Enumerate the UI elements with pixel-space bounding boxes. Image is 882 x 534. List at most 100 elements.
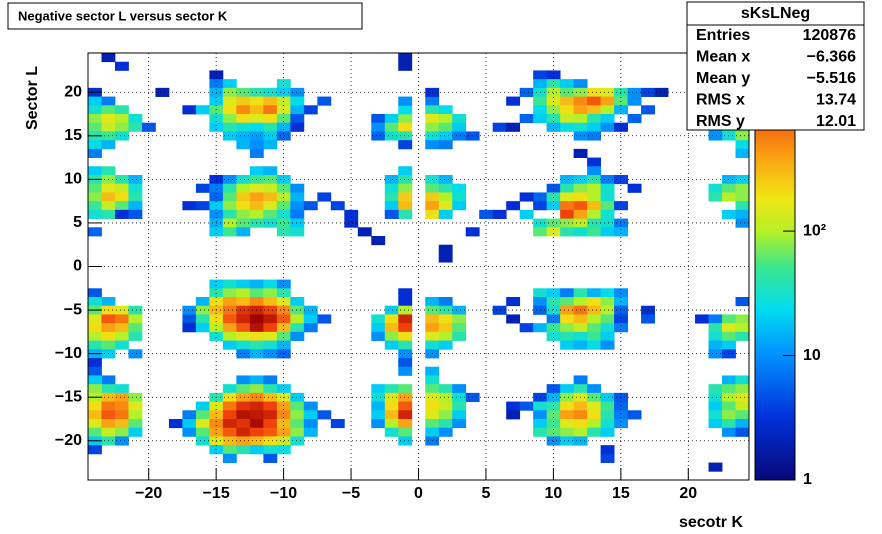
cell xyxy=(88,323,102,333)
cell xyxy=(249,401,264,411)
cell xyxy=(587,201,602,211)
cell xyxy=(222,340,237,350)
cell xyxy=(290,392,305,402)
cell xyxy=(506,201,521,211)
cell xyxy=(533,410,548,420)
cell xyxy=(195,201,210,211)
stats-value: −5.516 xyxy=(807,70,856,87)
cell xyxy=(398,53,413,63)
cell xyxy=(236,279,251,289)
cell xyxy=(128,410,143,420)
cell xyxy=(249,96,264,106)
cell xyxy=(128,183,143,193)
cell xyxy=(425,183,440,193)
cell xyxy=(276,114,291,124)
cell xyxy=(452,122,467,132)
cell xyxy=(249,183,264,193)
cell xyxy=(371,122,386,132)
cell xyxy=(263,445,278,455)
cell xyxy=(398,61,413,71)
cell xyxy=(398,175,413,185)
cell xyxy=(438,114,453,124)
cell xyxy=(182,410,197,420)
cell xyxy=(722,419,736,429)
cell xyxy=(195,183,210,193)
cell xyxy=(222,105,237,115)
cell xyxy=(114,392,129,402)
cell xyxy=(600,427,615,437)
cell xyxy=(614,419,628,429)
cell xyxy=(573,105,588,115)
cell xyxy=(560,192,575,202)
cell xyxy=(303,401,318,411)
cell xyxy=(438,183,453,193)
cell xyxy=(438,297,453,307)
cell xyxy=(735,140,750,150)
cell xyxy=(587,331,602,341)
cell xyxy=(88,427,102,437)
cell xyxy=(614,122,628,132)
stats-value: −6.366 xyxy=(807,49,856,66)
cell xyxy=(182,323,197,333)
cell xyxy=(128,314,143,324)
y-tick-label: 5 xyxy=(73,214,82,231)
cell xyxy=(438,209,453,219)
cell xyxy=(735,427,750,437)
cell xyxy=(195,297,210,307)
cell xyxy=(371,401,386,411)
cell xyxy=(128,175,143,185)
cell xyxy=(708,131,723,141)
cell xyxy=(182,105,197,115)
cell xyxy=(371,323,386,333)
cell xyxy=(276,279,291,289)
cell xyxy=(573,114,588,124)
cell xyxy=(573,209,588,219)
cell xyxy=(114,122,129,132)
cell xyxy=(398,401,413,411)
cell xyxy=(114,131,129,141)
cell xyxy=(560,175,575,185)
cell xyxy=(209,122,224,132)
cell xyxy=(600,323,615,333)
cell xyxy=(452,410,467,420)
cell xyxy=(438,175,453,185)
cell xyxy=(114,314,129,324)
cell xyxy=(88,105,102,115)
cell xyxy=(627,96,642,106)
cell xyxy=(303,419,318,429)
cell xyxy=(641,314,655,324)
cell xyxy=(384,384,399,394)
cell xyxy=(398,358,413,368)
cell xyxy=(384,401,399,411)
cell xyxy=(290,105,305,115)
cell xyxy=(425,331,440,341)
cell xyxy=(722,314,736,324)
cell xyxy=(195,410,210,420)
y-tick-label: −15 xyxy=(55,388,82,405)
cell xyxy=(101,375,116,385)
cell xyxy=(276,218,291,228)
cell xyxy=(560,427,575,437)
cell xyxy=(708,419,723,429)
cell xyxy=(708,384,723,394)
cell xyxy=(263,209,278,219)
cell xyxy=(438,401,453,411)
cell xyxy=(600,453,615,463)
cell xyxy=(654,87,669,97)
cell xyxy=(222,122,237,132)
cell xyxy=(101,410,116,420)
cell xyxy=(452,331,467,341)
cell xyxy=(533,323,548,333)
cell xyxy=(600,183,615,193)
cell xyxy=(438,253,453,263)
cell xyxy=(222,175,237,185)
cell xyxy=(249,331,264,341)
cell xyxy=(88,340,102,350)
cell xyxy=(546,218,561,228)
cell xyxy=(533,114,548,124)
cell xyxy=(384,305,399,315)
cell xyxy=(222,131,237,141)
cell xyxy=(290,192,305,202)
cell xyxy=(222,114,237,124)
cell xyxy=(249,340,264,350)
